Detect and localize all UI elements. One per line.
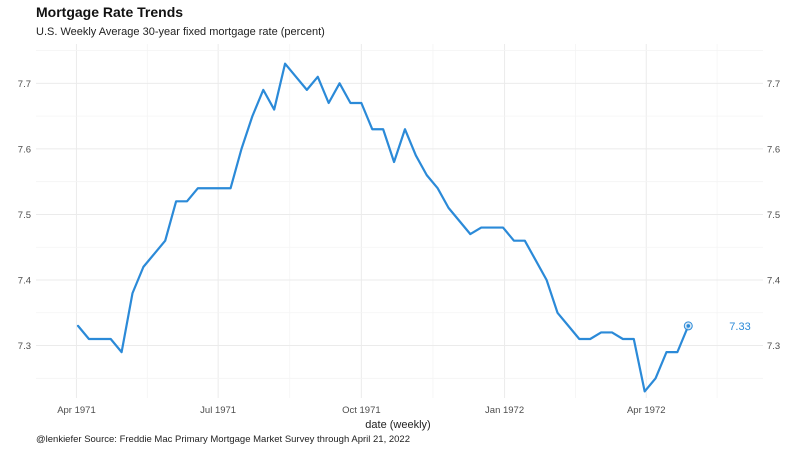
chart-title: Mortgage Rate Trends bbox=[36, 4, 183, 20]
x-tick-label: Jul 1971 bbox=[200, 405, 236, 416]
y-axis-left: 7.3 7.4 7.5 7.6 7.7 bbox=[18, 79, 31, 352]
y-tick-label-right: 7.6 bbox=[767, 144, 780, 155]
x-tick-label: Apr 1971 bbox=[57, 405, 96, 416]
caption: @lenkiefer Source: Freddie Mac Primary M… bbox=[36, 434, 410, 445]
x-tick-label: Oct 1971 bbox=[342, 405, 381, 416]
y-tick-label: 7.6 bbox=[18, 144, 31, 155]
y-tick-label-right: 7.3 bbox=[767, 341, 780, 352]
y-tick-label-right: 7.4 bbox=[767, 276, 780, 287]
y-tick-label: 7.4 bbox=[18, 276, 31, 287]
end-point-core bbox=[686, 324, 691, 328]
x-axis-title: date (weekly) bbox=[365, 419, 430, 431]
x-axis: Apr 1971 Jul 1971 Oct 1971 Jan 1972 Apr 1972 bbox=[57, 405, 665, 416]
y-tick-label: 7.7 bbox=[18, 79, 31, 90]
x-tick-label: Jan 1972 bbox=[485, 405, 524, 416]
series bbox=[76, 62, 690, 393]
y-tick-label: 7.5 bbox=[18, 210, 31, 221]
y-tick-label-right: 7.5 bbox=[767, 210, 780, 221]
y-tick-label-right: 7.7 bbox=[767, 79, 780, 90]
x-tick-label: Apr 1972 bbox=[627, 405, 666, 416]
y-tick-label: 7.3 bbox=[18, 341, 31, 352]
y-axis-right: 7.3 7.4 7.5 7.6 7.7 bbox=[767, 79, 780, 352]
grid bbox=[36, 44, 763, 398]
series-line bbox=[76, 62, 690, 393]
chart-subtitle: U.S. Weekly Average 30-year fixed mortga… bbox=[36, 26, 325, 38]
end-value-label: 7.33 bbox=[729, 321, 750, 333]
end-marker: 7.33 bbox=[683, 321, 751, 333]
